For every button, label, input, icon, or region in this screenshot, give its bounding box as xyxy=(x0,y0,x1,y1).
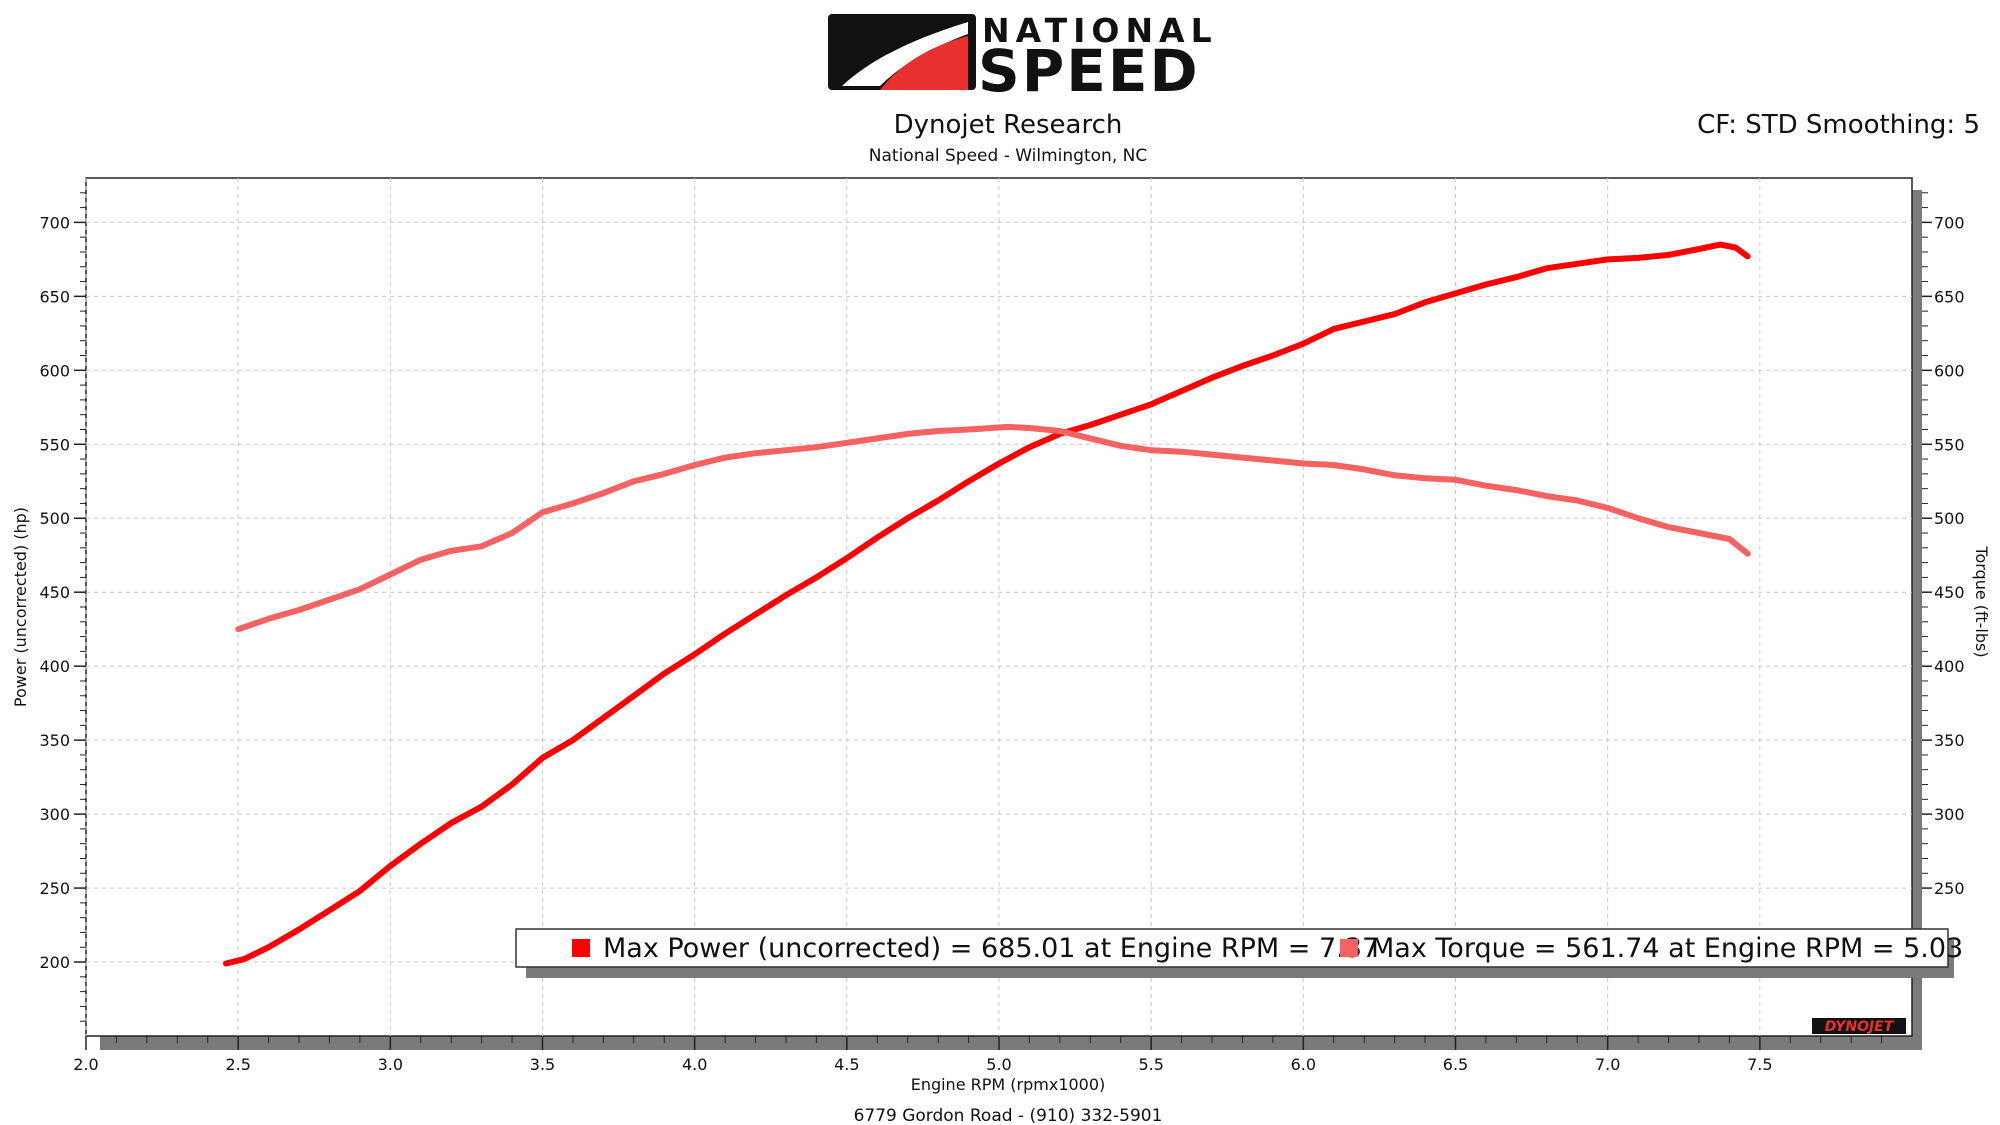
y-tick-label: 700 xyxy=(39,213,70,232)
series-lines xyxy=(223,241,1751,967)
y2-tick-label: 550 xyxy=(1934,435,1965,454)
x-tick-label: 5.0 xyxy=(986,1055,1011,1074)
y-tick-label: 200 xyxy=(39,953,70,972)
y-tick-label: 400 xyxy=(39,657,70,676)
x-tick-label: 3.5 xyxy=(530,1055,555,1074)
y-axis-ticks: 200 250 300 350 400 450 500 550 600 650 700 xyxy=(39,192,86,1022)
x-tick-label: 7.5 xyxy=(1747,1055,1772,1074)
y2-tick-label: 650 xyxy=(1934,287,1965,306)
x-tick-label: 2.5 xyxy=(225,1055,250,1074)
y2-tick-label: 450 xyxy=(1934,583,1965,602)
chart-title: Dynojet Research xyxy=(894,110,1123,140)
x-tick-label: 2.0 xyxy=(73,1055,98,1074)
x-tick-label: 6.0 xyxy=(1291,1055,1316,1074)
x-tick-label: 7.0 xyxy=(1595,1055,1620,1074)
torque-line xyxy=(235,423,1751,633)
x-axis-title: Engine RPM (rpmx1000) xyxy=(911,1075,1106,1094)
y2-tick-label: 700 xyxy=(1934,213,1965,232)
frame-bottom-shadow xyxy=(100,1034,1920,1050)
logo-speed-text: SPEED xyxy=(978,37,1200,105)
y2-axis-ticks: 250 300 350 400 450 500 550 600 650 700 xyxy=(1922,192,1965,898)
x-tick-label: 4.5 xyxy=(834,1055,859,1074)
y-tick-label: 300 xyxy=(39,805,70,824)
x-tick-label: 4.0 xyxy=(682,1055,707,1074)
legend-power-swatch xyxy=(572,939,590,957)
dynojet-logo-text: DYNOJET xyxy=(1825,1019,1895,1035)
y-tick-label: 250 xyxy=(39,879,70,898)
correction-factor-label: CF: STD Smoothing: 5 xyxy=(1697,110,1980,140)
footer-address: 6779 Gordon Road - (910) 332-5901 xyxy=(854,1106,1163,1125)
y2-tick-label: 250 xyxy=(1934,879,1965,898)
y-tick-label: 650 xyxy=(39,287,70,306)
y-tick-label: 350 xyxy=(39,731,70,750)
y2-tick-label: 350 xyxy=(1934,731,1965,750)
legend: Max Power (uncorrected) = 685.01 at Engi… xyxy=(515,928,1963,978)
y2-tick-label: 500 xyxy=(1934,509,1965,528)
y2-tick-label: 400 xyxy=(1934,657,1965,676)
y-tick-label: 600 xyxy=(39,361,70,380)
y-axis-title: Power (uncorrected) (hp) xyxy=(11,507,30,707)
legend-power-label: Max Power (uncorrected) = 685.01 at Engi… xyxy=(603,933,1379,964)
dynojet-logo: DYNOJET xyxy=(1812,1018,1906,1035)
national-speed-logo: NATIONAL SPEED xyxy=(828,11,1218,105)
y-tick-label: 550 xyxy=(39,435,70,454)
y2-tick-label: 600 xyxy=(1934,361,1965,380)
y2-tick-label: 300 xyxy=(1934,805,1965,824)
y-tick-label: 500 xyxy=(39,509,70,528)
y2-axis-title: Torque (ft-lbs) xyxy=(1972,545,1991,657)
x-tick-label: 5.5 xyxy=(1138,1055,1163,1074)
x-tick-label: 3.0 xyxy=(378,1055,403,1074)
power-line xyxy=(223,241,1751,967)
logo-national-text: NATIONAL xyxy=(982,11,1218,50)
y-tick-label: 450 xyxy=(39,583,70,602)
x-axis-ticks: 2.0 2.5 3.0 3.5 4.0 4.5 5.0 5.5 6.0 6.5 7.0 7.5 xyxy=(73,1036,1883,1074)
x-tick-label: 6.5 xyxy=(1443,1055,1468,1074)
legend-box xyxy=(515,928,1949,968)
legend-torque-label: Max Torque = 561.74 at Engine RPM = 5.03 xyxy=(1371,933,1963,964)
legend-torque-swatch xyxy=(1340,939,1358,957)
chart-subtitle: National Speed - Wilmington, NC xyxy=(869,146,1147,166)
